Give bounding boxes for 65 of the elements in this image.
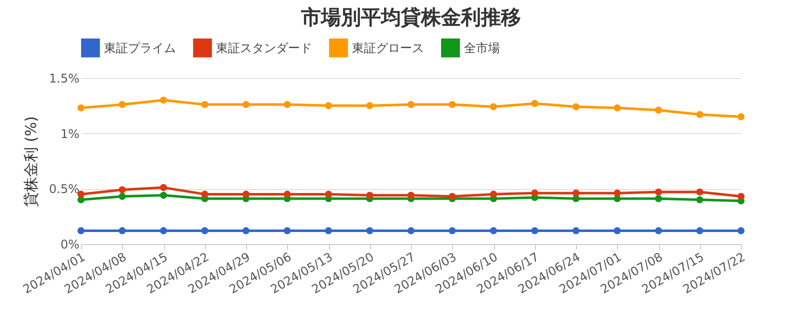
point [77,104,85,112]
legend-label: 東証プライム [104,40,176,55]
point [654,227,662,234]
point [737,227,745,234]
point [614,104,621,112]
point [572,227,580,234]
point [448,101,456,108]
point [531,100,538,107]
point [324,102,332,110]
point [490,190,498,198]
point [201,101,208,108]
point [77,190,85,198]
legend-label: 東証スタンダード [216,40,312,55]
point [490,103,498,110]
y-tick-label: 0% [60,238,80,252]
point [531,190,538,197]
point [531,227,538,234]
point [737,113,745,120]
y-tick-label: 1% [60,126,80,141]
point [118,227,126,234]
point [118,101,126,108]
point [160,192,168,199]
point [366,192,374,199]
point [407,227,415,234]
point [654,188,662,196]
legend-label: 全市場 [464,40,500,55]
point [284,227,291,234]
y-tick-label: 0.5% [49,182,80,196]
point [201,190,208,198]
point [407,101,415,108]
point [696,188,704,196]
point [614,227,621,234]
point [284,190,291,198]
point [696,227,704,234]
chart-title: 市場別平均貸株金利推移 [300,5,521,29]
point [77,227,85,234]
y-tick-label: 1.5% [49,72,80,86]
point [654,195,662,202]
point [737,192,745,200]
point [324,227,332,234]
point [118,192,126,200]
point [242,101,250,108]
y-axis-title: 貸株金利 (%) [22,116,40,207]
point [324,190,332,198]
point [284,101,291,108]
point [572,103,580,110]
point [696,196,704,204]
legend-label: 東証グロース [352,40,424,55]
point [448,227,456,234]
point [118,186,126,194]
point [572,190,580,197]
point [366,227,374,234]
point [201,227,208,234]
point [160,227,168,234]
point [448,192,456,200]
point [160,96,168,104]
point [614,190,621,197]
point [654,106,662,114]
point [490,227,498,234]
point [696,110,704,118]
point [242,227,250,234]
point [242,190,250,198]
point [366,102,374,110]
point [407,192,415,199]
point [160,184,168,192]
